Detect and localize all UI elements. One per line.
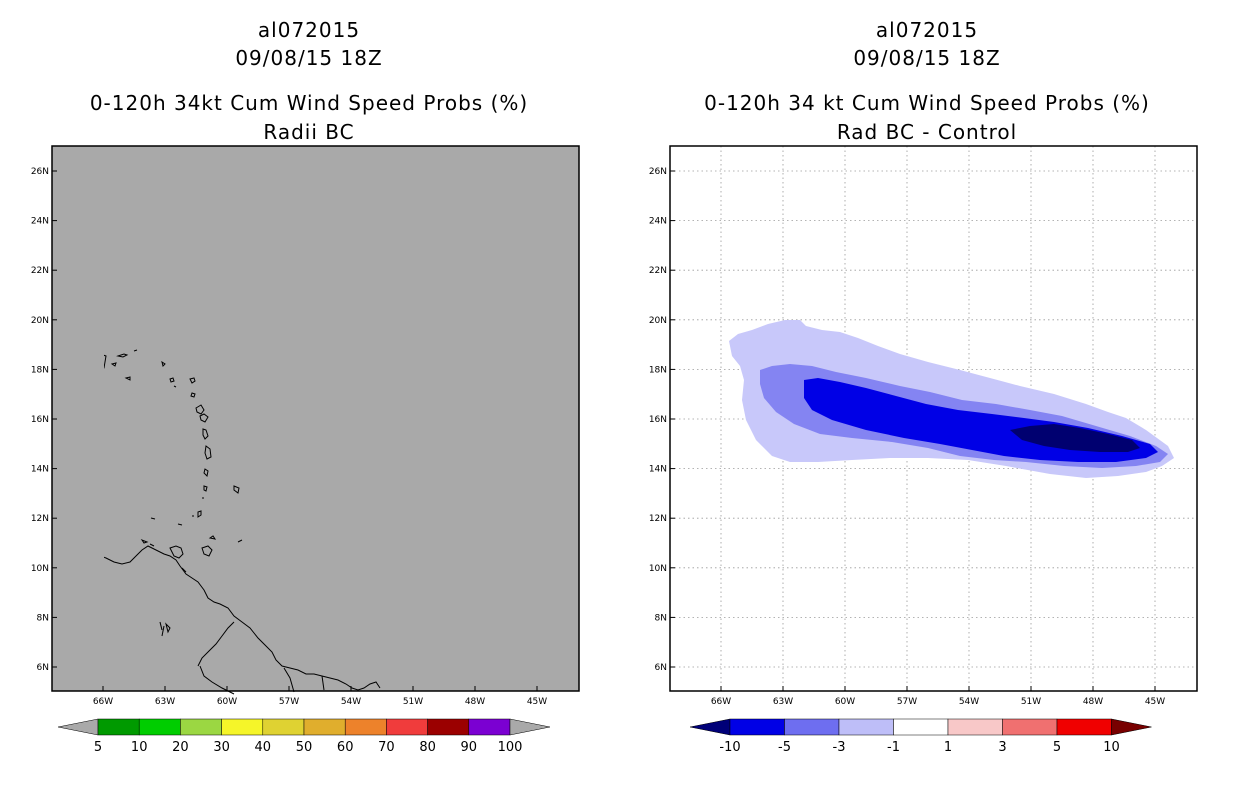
left-map: 26N 24N 22N 20N 18N 16N 14N 12N 10N 8N 6N 66W 63W 60…: [31, 145, 580, 707]
lon-label: 66W: [93, 697, 113, 707]
right-map: 26N 24N 22N 20N 18N 16N 14N 12N 10N 8N 6N 66W 63W 60…: [649, 145, 1198, 707]
colorbar-segment: [784, 718, 840, 736]
lon-label: 54W: [341, 697, 361, 707]
lat-label: 24N: [649, 217, 667, 227]
colorbar-segment: [262, 718, 305, 736]
field-contour-core: [1010, 424, 1140, 452]
lat-label: 16N: [31, 415, 49, 425]
lon-label: 57W: [897, 697, 917, 707]
right-colorbar: -10 -5 -3 -1 1 3 5 10: [689, 718, 1152, 755]
colorbar-label: 100: [498, 740, 523, 755]
lat-label: 22N: [31, 266, 49, 276]
colorbar-label: -10: [719, 740, 740, 755]
lon-label: 57W: [279, 697, 299, 707]
lon-label: 54W: [959, 697, 979, 707]
colorbar-segment: [729, 718, 785, 736]
colorbar-segment: [427, 718, 470, 736]
colorbar-label: -3: [833, 740, 846, 755]
lat-label: 24N: [31, 217, 49, 227]
colorbar-label: -1: [887, 740, 900, 755]
lat-label: 14N: [649, 465, 667, 475]
left-title: 0-120h 34kt Cum Wind Speed Probs (%): [89, 91, 529, 115]
colorbar-segment: [838, 718, 894, 736]
colorbar-segment: [893, 718, 949, 736]
lat-label: 6N: [655, 663, 667, 673]
lat-label: 22N: [649, 266, 667, 276]
lat-label: 6N: [37, 663, 49, 673]
colorbar-segment: [468, 718, 511, 736]
colorbar-under-triangle: [689, 718, 731, 736]
colorbar-label: 30: [213, 740, 230, 755]
probability-difference-field: [729, 320, 1174, 478]
lon-label: 45W: [1145, 697, 1165, 707]
colorbar-segment: [303, 718, 346, 736]
left-colorbar: 5 10 20 30 40 50 60 70 80 90 100: [57, 718, 551, 755]
colorbar-label: 5: [94, 740, 102, 755]
left-subtitle: Radii BC: [263, 120, 355, 144]
lon-label: 66W: [711, 697, 731, 707]
lon-label: 48W: [1083, 697, 1103, 707]
lat-label: 18N: [649, 365, 667, 375]
lat-label: 20N: [649, 316, 667, 326]
colorbar-segment: [97, 718, 140, 736]
colorbar-label: 50: [296, 740, 313, 755]
colorbar-over-triangle: [1111, 718, 1152, 736]
colorbar-label: 20: [172, 740, 189, 755]
lat-label: 26N: [31, 167, 49, 177]
colorbar-label: 5: [1053, 740, 1061, 755]
lon-label: 51W: [403, 697, 423, 707]
colorbar-label: 10: [131, 740, 148, 755]
lat-label: 12N: [649, 514, 667, 524]
colorbar-label: 70: [378, 740, 395, 755]
colorbar-under-triangle: [57, 718, 99, 736]
colorbar-segment: [344, 718, 387, 736]
colorbar-segment: [221, 718, 264, 736]
colorbar-segment: [180, 718, 222, 736]
colorbar-over-triangle: [509, 718, 551, 736]
right-subtitle: Rad BC - Control: [836, 120, 1018, 144]
lon-label: 63W: [773, 697, 793, 707]
right-datetime: 09/08/15 18Z: [853, 46, 1001, 70]
colorbar-label: 60: [337, 740, 354, 755]
colorbar-segment: [1002, 718, 1058, 736]
lat-label: 20N: [31, 316, 49, 326]
colorbar-label: 10: [1103, 740, 1120, 755]
lat-label: 8N: [37, 613, 49, 623]
colorbar-label: 80: [419, 740, 436, 755]
colorbar-label: 3: [998, 740, 1006, 755]
lat-label: 26N: [649, 167, 667, 177]
lat-label: 10N: [649, 564, 667, 574]
lat-label: 12N: [31, 514, 49, 524]
left-storm-id: al072015: [257, 18, 361, 42]
left-datetime: 09/08/15 18Z: [235, 46, 383, 70]
colorbar-segment: [138, 718, 181, 736]
colorbar-label: -5: [778, 740, 791, 755]
colorbar-segment: [386, 718, 428, 736]
lon-label: 60W: [835, 697, 855, 707]
lat-label: 10N: [31, 564, 49, 574]
colorbar-label: 1: [944, 740, 952, 755]
lon-label: 48W: [465, 697, 485, 707]
lat-label: 18N: [31, 365, 49, 375]
colorbar-segment: [1056, 718, 1112, 736]
lat-label: 16N: [649, 415, 667, 425]
lon-label: 63W: [155, 697, 175, 707]
colorbar-label: 40: [255, 740, 272, 755]
right-storm-id: al072015: [875, 18, 979, 42]
lon-label: 60W: [217, 697, 237, 707]
left-map-background: [52, 146, 579, 691]
colorbar-label: 90: [461, 740, 478, 755]
right-title: 0-120h 34 kt Cum Wind Speed Probs (%): [704, 91, 1150, 115]
lat-label: 8N: [655, 613, 667, 623]
colorbar-segment: [947, 718, 1003, 736]
lon-label: 51W: [1021, 697, 1041, 707]
lon-label: 45W: [527, 697, 547, 707]
lat-label: 14N: [31, 465, 49, 475]
